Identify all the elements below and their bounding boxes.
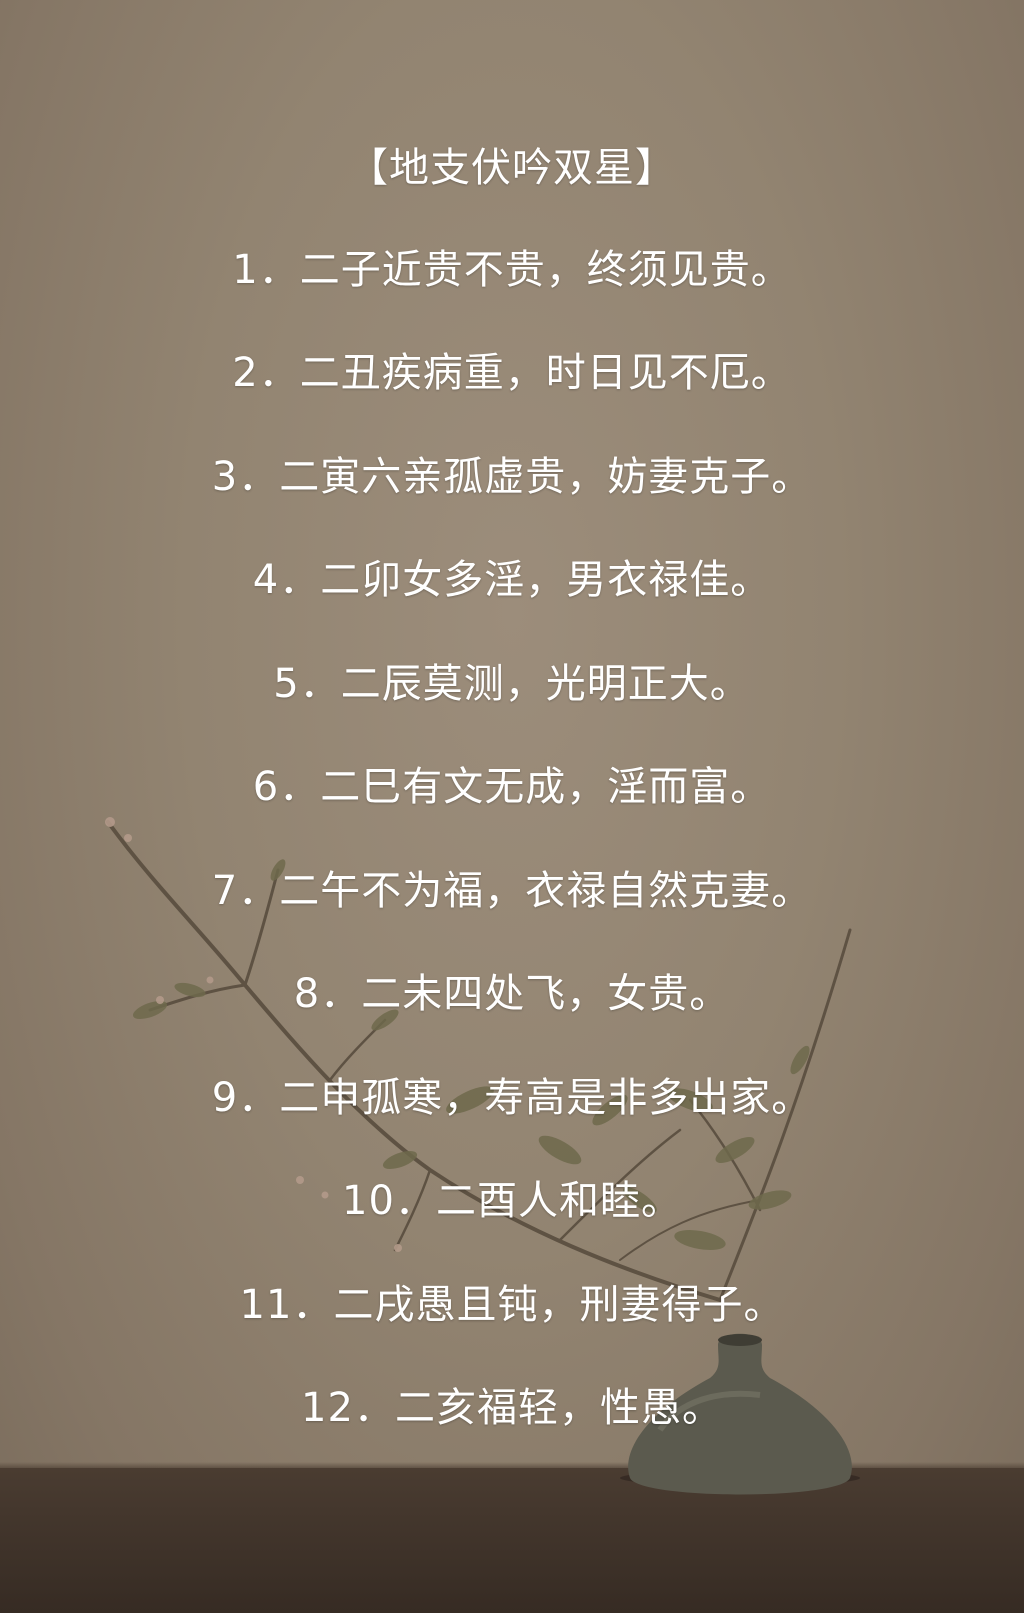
blossoms (105, 817, 402, 1252)
vase-illustration (620, 1333, 860, 1495)
verse-line-1: 1．二子近贵不贵，终须见贵。 (232, 247, 792, 293)
verse-line-10: 10．二酉人和睦。 (342, 1178, 682, 1224)
verse-line-2: 2．二丑疾病重，时日见不厄。 (232, 350, 792, 396)
verse-line-4: 4．二卯女多淫，男衣禄佳。 (252, 557, 772, 603)
page-title: 【地支伏吟双星】 (348, 145, 676, 191)
verse-line-9: 9．二申孤寒，寿高是非多出家。 (211, 1075, 813, 1121)
table-surface (0, 1468, 1024, 1613)
verse-line-3: 3．二寅六亲孤虚贵，妨妻克子。 (211, 454, 813, 500)
table-edge (0, 1462, 1024, 1470)
verse-line-6: 6．二巳有文无成，淫而富。 (252, 764, 772, 810)
verse-line-7: 7．二午不为福，衣禄自然克妻。 (211, 868, 813, 914)
leaves (132, 859, 810, 1250)
verse-line-5: 5．二辰莫测，光明正大。 (273, 661, 751, 707)
verse-line-8: 8．二未四处飞，女贵。 (293, 971, 731, 1017)
verse-line-11: 11．二戌愚且钝，刑妻得子。 (239, 1282, 785, 1328)
verse-line-12: 12．二亥福轻，性愚。 (301, 1385, 723, 1431)
